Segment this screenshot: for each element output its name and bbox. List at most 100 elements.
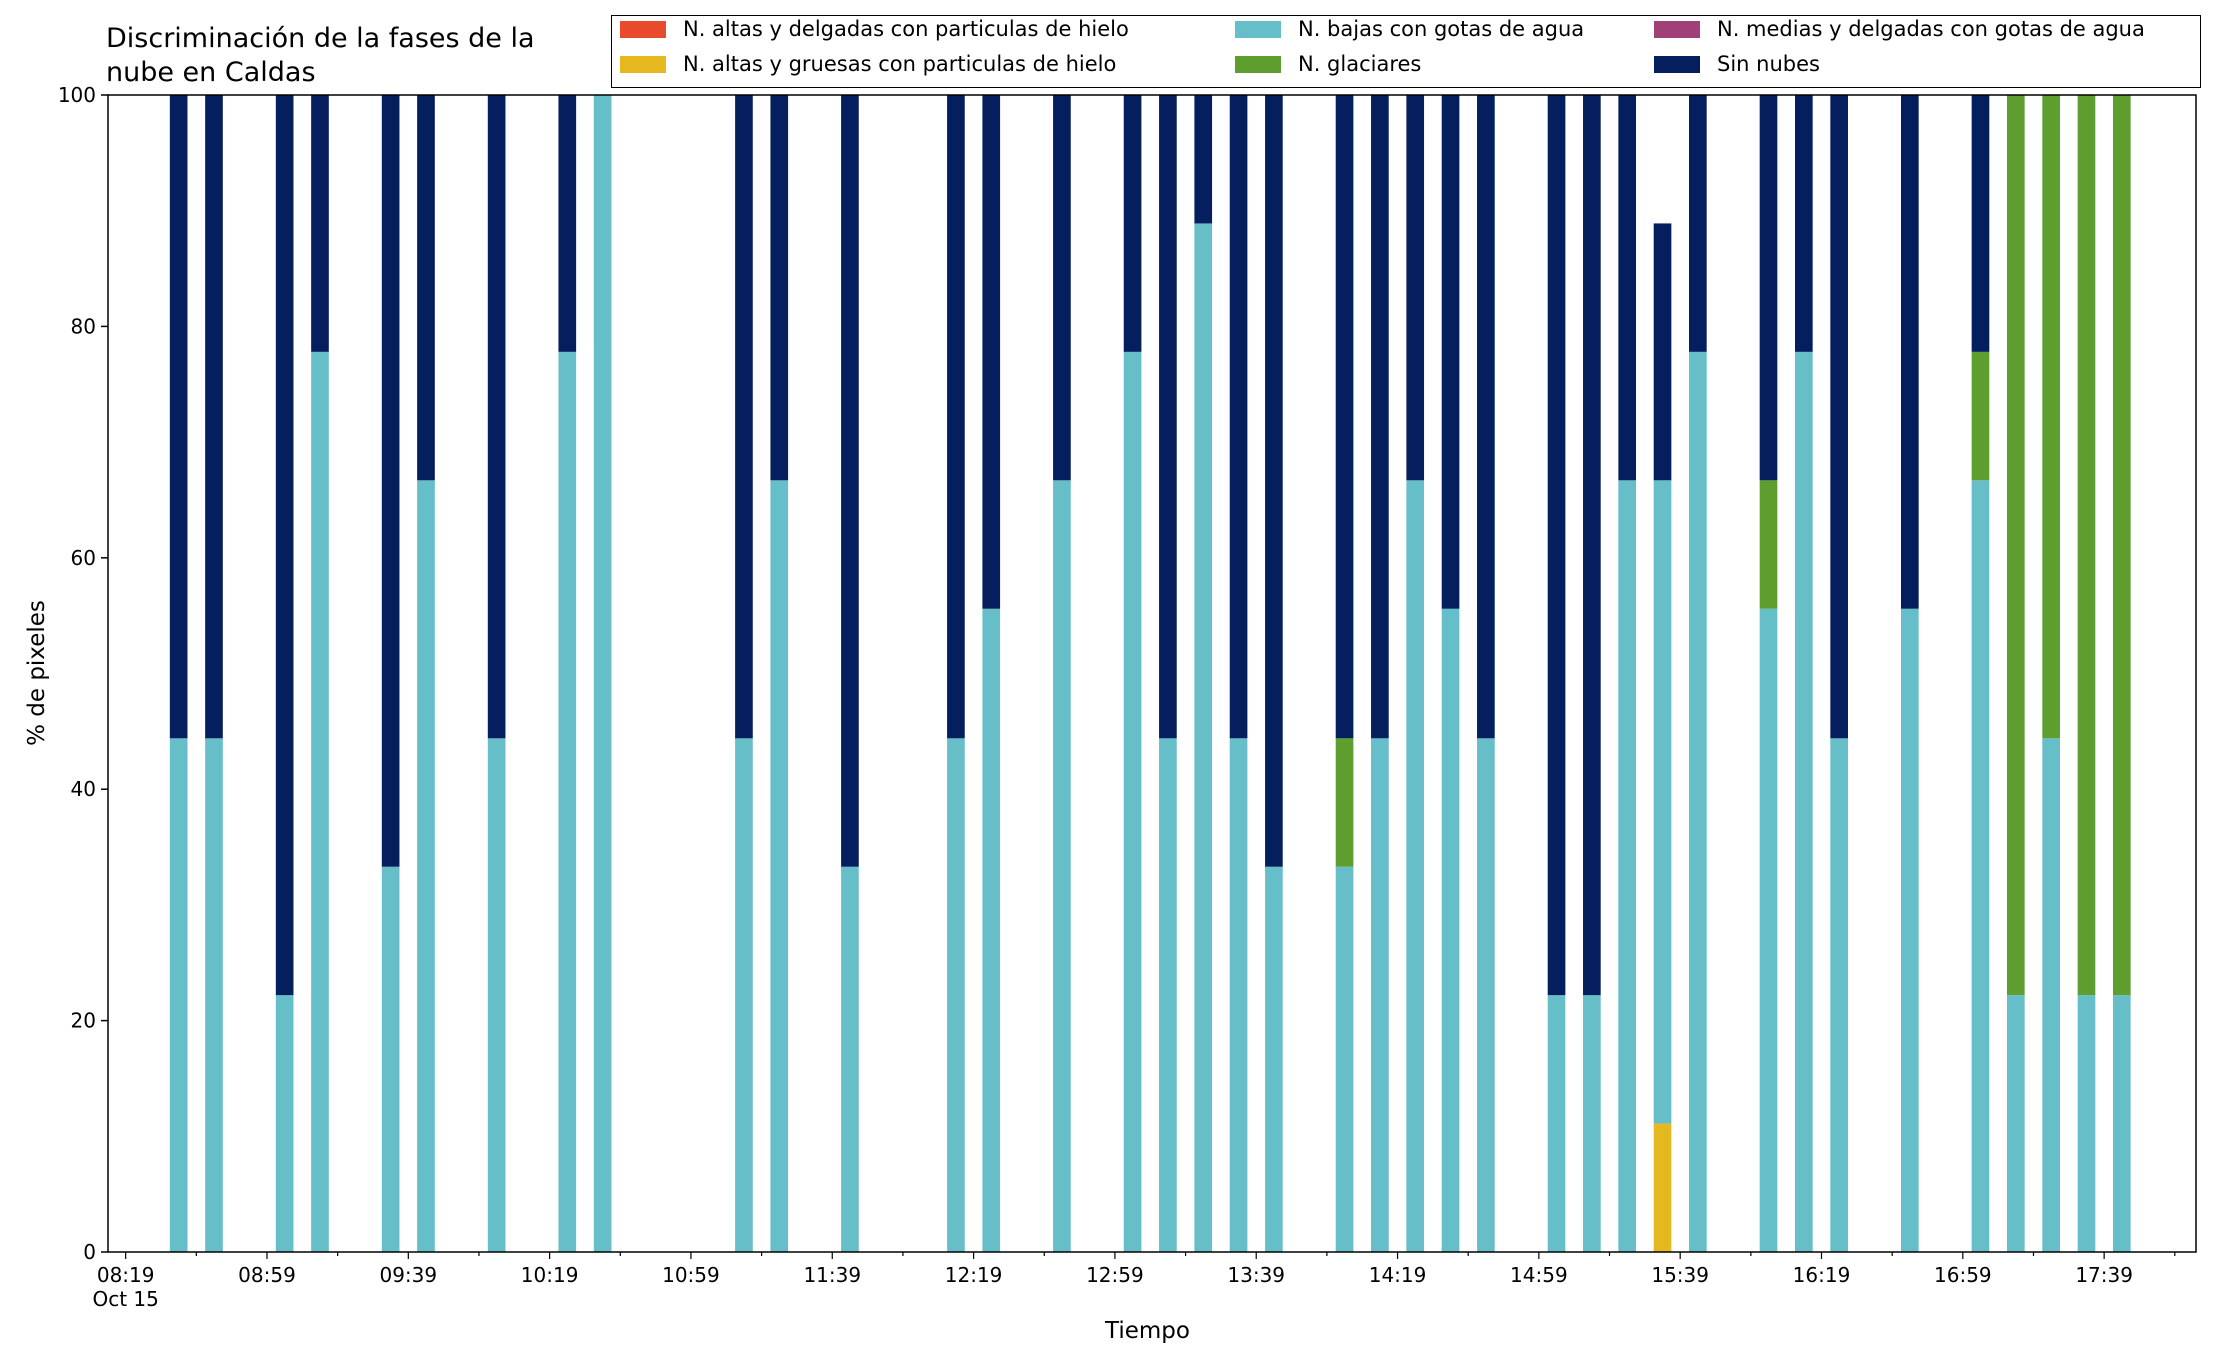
bar-segment-bajas: [1971, 480, 1990, 1252]
y-tick-label: 80: [71, 314, 96, 338]
bar-segment-bajas: [1194, 223, 1213, 1252]
x-tick-label: 15:39: [1651, 1263, 1709, 1287]
bar-segment-sin_nubes: [735, 95, 753, 739]
bar-segment-bajas: [1653, 480, 1672, 1124]
legend-label: N. bajas con gotas de agua: [1298, 17, 1585, 41]
x-tick-label: 10:19: [521, 1263, 579, 1287]
bar-segment-sin_nubes: [275, 95, 294, 996]
bar-segment-sin_nubes: [1689, 95, 1707, 352]
bar-segment-sin_nubes: [1053, 95, 1071, 481]
bar-segment-sin_nubes: [1795, 95, 1813, 352]
x-tick-label: 14:19: [1369, 1263, 1427, 1287]
legend-item-sin-nubes: Sin nubes: [1654, 52, 1820, 76]
bar-segment-bajas: [1759, 608, 1778, 1252]
legend-item-altas-gruesas: N. altas y gruesas con particulas de hie…: [620, 52, 1116, 76]
bar-segment-bajas: [205, 738, 223, 1252]
bar-segment-glaciares: [2042, 95, 2060, 739]
bar-segment-sin_nubes: [1123, 95, 1142, 352]
bar-segment-bajas: [2077, 995, 2096, 1252]
bar-segment-bajas: [381, 866, 400, 1252]
bar-segment-sin_nubes: [1477, 95, 1495, 739]
y-axis-label: % de pixeles: [24, 600, 50, 746]
legend-label: Sin nubes: [1717, 52, 1820, 76]
bar-segment-bajas: [1441, 608, 1460, 1252]
x-tick-label: 13:39: [1227, 1263, 1285, 1287]
y-tick-label: 20: [71, 1009, 96, 1033]
bar-segment-bajas: [275, 995, 294, 1252]
bar-segment-sin_nubes: [1900, 95, 1919, 609]
bar-segment-bajas: [1229, 738, 1248, 1252]
x-tick-label: 08:59: [238, 1263, 296, 1287]
bar-segment-sin_nubes: [558, 95, 577, 352]
bar-segment-bajas: [558, 351, 577, 1252]
bar-segment-sin_nubes: [1618, 95, 1637, 481]
legend-swatch: [1654, 55, 1700, 73]
bar-segment-sin_nubes: [1229, 95, 1248, 739]
bar-segment-sin_nubes: [381, 95, 400, 867]
bar-segment-bajas: [1795, 351, 1813, 1252]
legend-label: N. altas y gruesas con particulas de hie…: [683, 52, 1117, 76]
plot-frame: [107, 94, 2197, 1253]
bar-segment-sin_nubes: [1441, 95, 1460, 609]
bar-segment-gruesas: [1653, 1123, 1672, 1252]
bar-segment-sin_nubes: [1406, 95, 1425, 481]
bar-segment-bajas: [1053, 480, 1071, 1252]
bar-segment-sin_nubes: [417, 95, 435, 481]
bar-segment-sin_nubes: [1547, 95, 1566, 996]
legend-swatch: [1235, 55, 1281, 73]
legend-item-bajas: N. bajas con gotas de agua: [1235, 17, 1584, 41]
bar-segment-bajas: [2042, 738, 2060, 1252]
bar-segment-sin_nubes: [1971, 95, 1990, 352]
bar-segment-bajas: [1583, 995, 1601, 1252]
bar-segment-bajas: [841, 866, 859, 1252]
x-tick-label: 17:39: [2075, 1263, 2133, 1287]
bar-segment-bajas: [593, 95, 612, 1252]
bar-segment-bajas: [1406, 480, 1425, 1252]
bar-segment-bajas: [1265, 866, 1283, 1252]
x-tick-label: 16:19: [1793, 1263, 1851, 1287]
bar-segment-sin_nubes: [1653, 223, 1672, 481]
bar-segment-sin_nubes: [1371, 95, 1389, 739]
bar-segment-sin_nubes: [1830, 95, 1848, 739]
legend-swatch: [620, 55, 666, 73]
y-tick-label: 60: [71, 546, 96, 570]
bar-segment-sin_nubes: [1759, 95, 1778, 481]
legend-label: N. medias y delgadas con gotas de agua: [1717, 17, 2145, 41]
x-tick-label: 16:59: [1934, 1263, 1992, 1287]
legend-item-altas-delgadas: N. altas y delgadas con particulas de hi…: [620, 17, 1129, 41]
x-tick-label: 08:19: [97, 1263, 155, 1287]
bar-segment-glaciares: [1335, 738, 1354, 867]
bar-segment-bajas: [982, 608, 1001, 1252]
y-tick-label: 40: [71, 777, 96, 801]
legend-swatch: [1235, 20, 1281, 38]
bar-segment-bajas: [1547, 995, 1566, 1252]
x-tick-label: 11:39: [803, 1263, 861, 1287]
bar-segment-bajas: [1159, 738, 1177, 1252]
bar-segment-glaciares: [1759, 480, 1778, 609]
legend-swatch: [620, 20, 666, 38]
y-tick-label: 0: [83, 1240, 96, 1264]
bar-segment-bajas: [1371, 738, 1389, 1252]
legend-label: N. altas y delgadas con particulas de hi…: [683, 17, 1129, 41]
bar-segment-sin_nubes: [1583, 95, 1601, 996]
bar-segment-glaciares: [2006, 95, 2025, 996]
bar-segment-sin_nubes: [205, 95, 223, 739]
x-axis-label: Tiempo: [1105, 1318, 1190, 1344]
bar-segment-bajas: [770, 480, 789, 1252]
legend-label: N. glaciares: [1298, 52, 1422, 76]
bar-segment-glaciares: [1971, 351, 1990, 481]
y-tick-label: 100: [58, 83, 96, 107]
bar-segment-sin_nubes: [770, 95, 789, 481]
bar-segment-sin_nubes: [841, 95, 859, 867]
bar-segment-bajas: [947, 738, 965, 1252]
bars-layer: [169, 95, 2131, 1252]
legend-item-glaciares: N. glaciares: [1235, 52, 1421, 76]
bar-segment-bajas: [169, 738, 188, 1252]
bar-segment-bajas: [1618, 480, 1637, 1252]
bar-segment-sin_nubes: [982, 95, 1001, 609]
bar-segment-sin_nubes: [947, 95, 965, 739]
x-tick-label: 12:19: [945, 1263, 1003, 1287]
bar-segment-glaciares: [2077, 95, 2096, 996]
